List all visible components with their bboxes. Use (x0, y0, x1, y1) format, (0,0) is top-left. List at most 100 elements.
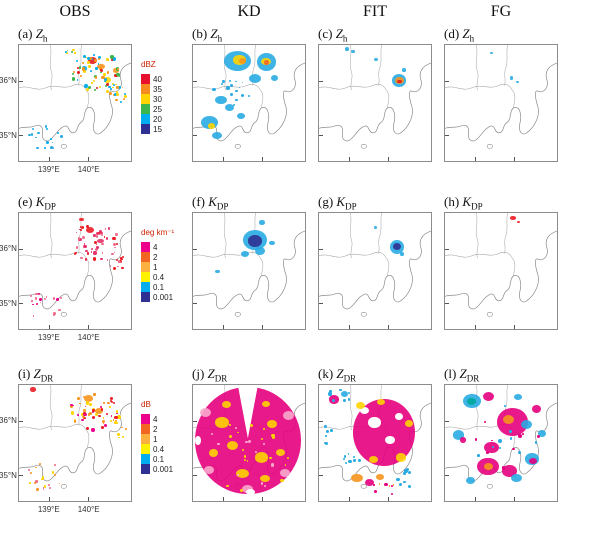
radar-echo-dot (83, 65, 86, 68)
radar-echo-dot (353, 458, 357, 462)
radar-echo-dot (123, 92, 126, 95)
radar-echo-dot (92, 53, 95, 56)
radar-echo-dot (36, 488, 39, 492)
radar-echo-dot (116, 91, 119, 94)
radar-echo-dot (31, 300, 33, 302)
radar-echo-dot (260, 437, 263, 441)
radar-echo-dot (89, 403, 92, 406)
colorbar-segment (141, 414, 150, 424)
radar-echo-blob (466, 476, 476, 484)
radar-echo-dot (114, 233, 118, 236)
radar-echo-dot (57, 308, 61, 312)
radar-echo-dot (83, 244, 87, 249)
radar-echo-dot (112, 402, 115, 405)
radar-echo-dot (509, 430, 513, 434)
colorbar-segment (141, 252, 150, 262)
radar-echo-dot (117, 265, 119, 267)
radar-echo-dot (492, 445, 495, 448)
colorbar-segment (141, 282, 150, 292)
radar-echo-dot (28, 133, 31, 137)
y-tick-mark (445, 303, 449, 305)
panel-letter: (b) (192, 26, 208, 41)
y-tick-mark (445, 135, 449, 137)
y-tick-mark (445, 80, 449, 82)
radar-echo-dot (235, 89, 238, 93)
radar-echo-dot (343, 455, 347, 458)
radar-echo-dot (102, 422, 105, 424)
radar-echo-blob (373, 225, 378, 230)
x-tick-mark (349, 497, 351, 501)
radar-echo-dot (240, 489, 244, 493)
radar-echo-blob (467, 397, 477, 405)
x-tick-mark (514, 325, 516, 329)
radar-echo-dot (59, 296, 62, 299)
radar-echo-dot (72, 71, 75, 74)
radar-echo-blob (254, 246, 265, 255)
radar-echo-dot (79, 228, 82, 231)
radar-echo-blob (195, 436, 201, 446)
radar-echo-blob (212, 132, 223, 139)
radar-echo-dot (330, 429, 333, 432)
colorbar-tick-label: 25 (153, 105, 162, 114)
radar-echo-dot (245, 440, 249, 444)
variable-symbol: Z (336, 366, 344, 381)
radar-echo-dot (60, 135, 64, 139)
radar-echo-dot (88, 65, 92, 69)
radar-echo-dot (217, 442, 220, 446)
radar-echo-dot (102, 73, 106, 77)
radar-echo-blob (537, 430, 546, 438)
panel-letter: (l) (444, 366, 457, 381)
radar-echo-blob (459, 437, 467, 443)
colorbar-tick-label: 0.1 (153, 455, 165, 464)
radar-echo-blob (341, 390, 349, 397)
colorbar-segment (141, 94, 150, 104)
panel-letter: (j) (192, 366, 205, 381)
radar-echo-dot (323, 425, 327, 428)
colorbar-segment (141, 292, 150, 302)
panel-letter: (k) (318, 366, 334, 381)
radar-echo-dot (108, 402, 111, 405)
variable-symbol: K (208, 194, 217, 209)
radar-echo-dot (373, 484, 375, 486)
map-panel-f (192, 212, 306, 330)
radar-echo-dot (504, 405, 507, 408)
colorbar-tick-label: 40 (153, 75, 162, 84)
radar-echo-dot (378, 483, 381, 485)
radar-echo-dot (42, 486, 45, 489)
x-tick-mark (475, 157, 477, 161)
radar-echo-dot (324, 441, 329, 446)
radar-echo-dot (78, 66, 82, 69)
radar-echo-dot (280, 478, 284, 482)
colorbar-segment (141, 242, 150, 252)
radar-echo-blob (516, 221, 521, 224)
radar-echo-dot (405, 467, 409, 471)
variable-subscript: DP (345, 201, 357, 212)
radar-echo-dot (27, 468, 31, 472)
radar-echo-dot (82, 62, 85, 64)
colorbar-segment (141, 114, 150, 124)
radar-echo-blob (97, 63, 106, 70)
radar-echo-dot (97, 57, 100, 60)
radar-echo-dot (41, 475, 45, 479)
radar-echo-dot (404, 469, 408, 473)
radar-echo-dot (35, 292, 38, 296)
radar-echo-blob (368, 417, 381, 428)
radar-echo-dot (339, 388, 342, 392)
radar-echo-dot (116, 422, 118, 425)
variable-subscript: DR (40, 373, 54, 384)
radar-echo-dot (100, 231, 103, 235)
radar-echo-dot (92, 411, 95, 414)
radar-echo-dot (329, 390, 332, 393)
radar-echo-dot (44, 297, 47, 300)
radar-echo-dot (50, 138, 52, 140)
radar-echo-dot (110, 414, 113, 417)
radar-echo-dot (246, 460, 249, 462)
radar-echo-blob (88, 56, 98, 64)
x-axis-label: 139°E (37, 165, 60, 174)
radar-echo-dot (83, 70, 87, 74)
radar-echo-dot (110, 252, 114, 256)
radar-echo-dot (103, 78, 107, 82)
radar-echo-dot (69, 405, 73, 409)
radar-echo-blob (351, 474, 363, 483)
radar-echo-dot (517, 450, 521, 454)
